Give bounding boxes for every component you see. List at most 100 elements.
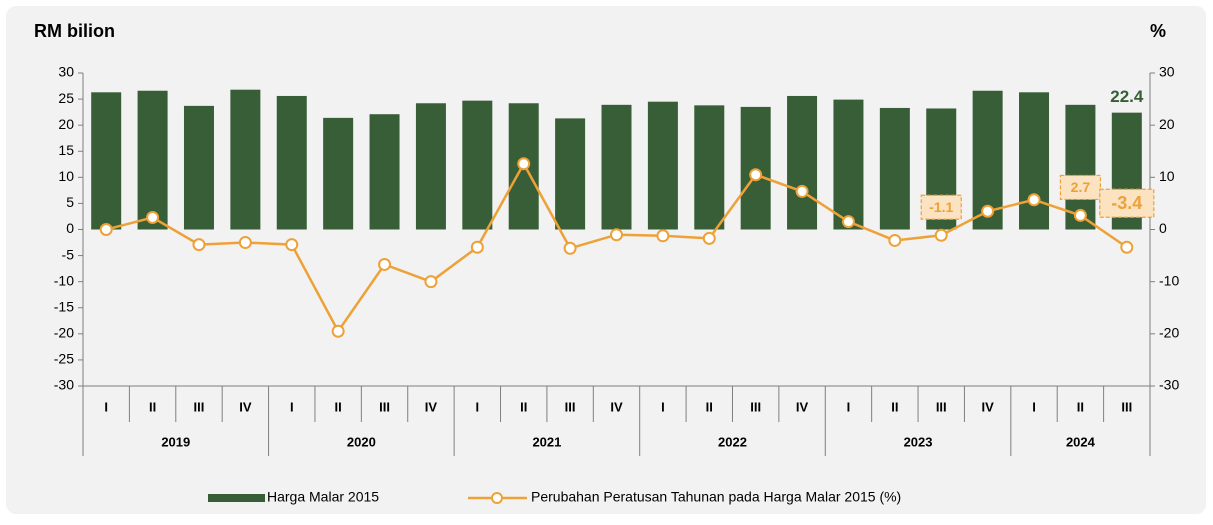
line-point [1073, 208, 1087, 222]
y-tick-label: 0 [66, 220, 74, 236]
line-point [981, 204, 995, 218]
y-tick-label: -5 [62, 246, 75, 262]
data-label: 2.7 [1071, 179, 1091, 195]
bar [276, 95, 307, 230]
x-tick-label: II [520, 399, 527, 414]
x-tick-label: II [706, 399, 713, 414]
bar [787, 95, 818, 230]
line-point [424, 275, 438, 289]
line-point [888, 233, 902, 247]
y-tick-label: 20 [58, 116, 74, 132]
x-group-label: 2021 [532, 434, 561, 449]
y2-axis-title: % [1150, 21, 1166, 41]
line-point [702, 231, 716, 245]
x-tick-label: III [936, 399, 947, 414]
y2-tick-label: -10 [1159, 272, 1179, 288]
line-point [146, 211, 160, 225]
legend-swatch [208, 494, 265, 502]
x-group-label: 2022 [718, 434, 747, 449]
y-tick-label: -25 [54, 351, 74, 367]
bar [323, 117, 354, 230]
bar [1065, 104, 1096, 230]
x-group-label: 2023 [904, 434, 933, 449]
data-label: -1.1 [929, 199, 953, 215]
line-point [1027, 193, 1041, 207]
x-tick-label: I [847, 399, 851, 414]
legend-label: Harga Malar 2015 [267, 489, 379, 505]
line-point [331, 324, 345, 338]
x-tick-label: I [661, 399, 665, 414]
x-tick-label: IV [610, 399, 623, 414]
x-tick-label: IV [796, 399, 809, 414]
line-point [517, 157, 531, 171]
line-point [610, 228, 623, 242]
y2-tick-label: 30 [1159, 64, 1175, 80]
bar [694, 105, 725, 230]
y-tick-label: 10 [58, 168, 74, 184]
bar [555, 118, 586, 230]
x-tick-label: III [1121, 399, 1132, 414]
line-point [285, 238, 299, 252]
bar [833, 99, 864, 230]
bar [740, 106, 771, 230]
bar [601, 104, 632, 230]
line-point [238, 236, 252, 250]
y-tick-label: -15 [54, 298, 74, 314]
line-point [1120, 240, 1134, 254]
x-tick-label: II [1077, 399, 1084, 414]
bar [183, 105, 214, 230]
x-tick-label: IV [981, 399, 994, 414]
data-label-box [920, 194, 962, 220]
x-tick-label: I [476, 399, 480, 414]
y2-tick-label: -30 [1159, 377, 1179, 393]
line-point [99, 223, 113, 236]
line-point [795, 184, 809, 198]
x-group-label: 2019 [161, 434, 190, 449]
bar [230, 89, 261, 230]
line-point [378, 257, 392, 271]
data-label: -3.4 [1111, 193, 1142, 213]
x-group-label: 2024 [1066, 434, 1096, 449]
bar [647, 101, 678, 230]
x-tick-label: II [891, 399, 898, 414]
x-tick-label: I [290, 399, 294, 414]
x-tick-label: IV [425, 399, 438, 414]
bar [415, 103, 446, 230]
line-point [749, 168, 763, 182]
bar [1019, 92, 1050, 230]
bar [91, 92, 122, 230]
bar [369, 114, 400, 230]
y-tick-label: 25 [58, 90, 74, 106]
line-point [192, 238, 206, 252]
x-tick-label: II [335, 399, 342, 414]
line-point [656, 229, 670, 243]
y-tick-label: 30 [58, 64, 74, 80]
line-point [934, 228, 948, 242]
x-tick-label: III [565, 399, 576, 414]
x-tick-label: I [1032, 399, 1036, 414]
x-tick-label: III [194, 399, 205, 414]
data-label-box [1099, 188, 1155, 218]
legend-swatch [491, 492, 503, 504]
y-tick-label: -10 [54, 272, 74, 288]
y-tick-label: 15 [58, 142, 74, 158]
line-point [841, 215, 855, 229]
y2-tick-label: 20 [1159, 116, 1175, 132]
data-label: 22.4 [1110, 87, 1144, 106]
x-tick-label: IV [239, 399, 252, 414]
x-tick-label: III [379, 399, 390, 414]
line-point [563, 241, 577, 255]
bar [462, 100, 493, 230]
x-tick-label: II [149, 399, 156, 414]
x-group-label: 2020 [347, 434, 376, 449]
x-tick-label: I [104, 399, 108, 414]
line-point [470, 240, 484, 254]
x-tick-label: III [750, 399, 761, 414]
legend-label: Perubahan Peratusan Tahunan pada Harga M… [531, 489, 901, 505]
y2-tick-label: 10 [1159, 168, 1175, 184]
y-tick-label: 5 [66, 194, 74, 210]
y-axis-title: RM bilion [34, 21, 115, 41]
bar [879, 107, 910, 230]
y-tick-label: -30 [54, 377, 74, 393]
